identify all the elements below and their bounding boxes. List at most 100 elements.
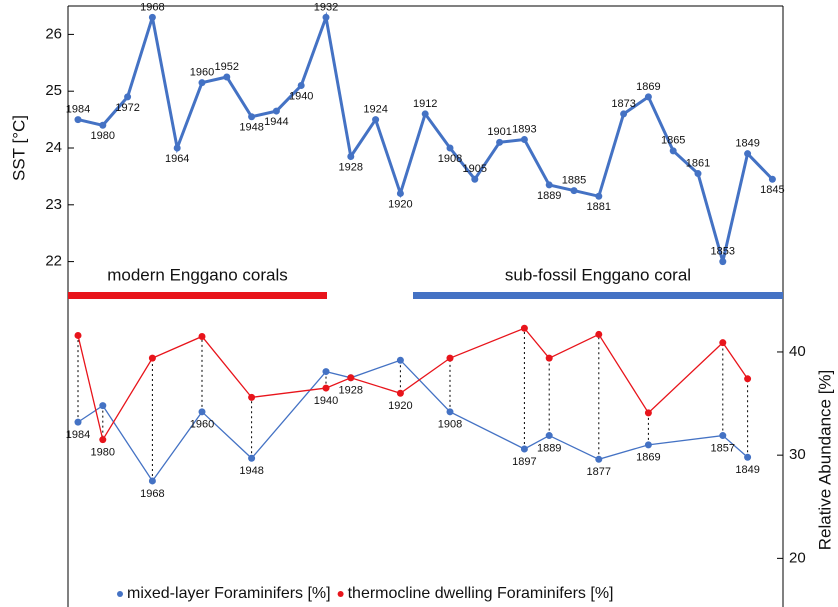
point-label: 1889 (537, 190, 561, 202)
data-point (719, 432, 727, 440)
data-point (74, 418, 82, 426)
point-label: 1964 (165, 153, 189, 165)
point-label: 1940 (314, 395, 338, 407)
data-point (148, 354, 156, 362)
y-tick-label: 26 (45, 25, 62, 42)
point-label: 1920 (388, 400, 412, 412)
data-point (347, 374, 355, 382)
data-point (545, 181, 553, 189)
data-point (644, 441, 652, 449)
point-label: 1877 (587, 466, 611, 478)
point-label: 1908 (438, 419, 462, 431)
period-bar (413, 292, 783, 299)
data-point (719, 339, 727, 347)
data-point (198, 408, 206, 416)
data-point (520, 445, 528, 453)
annotation: modern Enggano corals (107, 265, 288, 284)
data-point (74, 116, 82, 124)
data-point (396, 189, 404, 197)
data-point (198, 332, 206, 340)
data-point (223, 73, 231, 81)
point-label: 1865 (661, 135, 685, 147)
data-point (347, 153, 355, 161)
point-label: 1968 (140, 488, 164, 500)
data-point (372, 116, 380, 124)
y-tick-label: 25 (45, 82, 62, 99)
legend-marker (117, 591, 123, 597)
y2-tick-label: 40 (789, 343, 806, 360)
point-label: 1861 (686, 157, 710, 169)
y-tick-label: 22 (45, 253, 62, 270)
point-label: 1928 (339, 161, 363, 173)
data-point (248, 393, 256, 401)
point-label: 1924 (363, 104, 387, 116)
data-point (446, 354, 454, 362)
point-label: 1980 (91, 447, 115, 459)
data-point (644, 93, 652, 101)
series-line (77, 327, 749, 442)
y-axis-title: SST [°C] (9, 115, 28, 181)
data-point (520, 135, 528, 143)
data-point (768, 175, 776, 183)
y2-axis-title: Relative Abundance [%] (815, 370, 834, 551)
point-label: 1948 (239, 122, 263, 134)
point-label: 1873 (611, 98, 635, 110)
period-bar (68, 292, 327, 299)
data-point (595, 455, 603, 463)
y2-tick-label: 30 (789, 446, 806, 463)
point-label: 1885 (562, 175, 586, 187)
data-point (446, 144, 454, 152)
point-label: 1857 (711, 442, 735, 454)
data-point (74, 331, 82, 339)
data-point (297, 82, 305, 90)
data-point (148, 13, 156, 21)
point-label: 1845 (760, 184, 784, 196)
data-point (99, 121, 107, 129)
data-point (496, 138, 504, 146)
data-point (396, 356, 404, 364)
legend-label: thermocline dwelling Foraminifers [%] (348, 585, 614, 602)
point-label: 1849 (735, 464, 759, 476)
point-label: 1869 (636, 452, 660, 464)
annotation: sub-fossil Enggano coral (505, 265, 691, 284)
y-tick-label: 24 (45, 139, 62, 156)
point-label: 1901 (487, 126, 511, 138)
data-point (744, 375, 752, 383)
y-tick-label: 23 (45, 196, 62, 213)
data-point (520, 324, 528, 332)
point-label: 1940 (289, 90, 313, 102)
data-point (545, 354, 553, 362)
data-point (148, 477, 156, 485)
point-label: 1905 (463, 163, 487, 175)
data-point (446, 408, 454, 416)
data-point (322, 384, 330, 392)
data-point (570, 187, 578, 195)
data-point (595, 330, 603, 338)
data-point (744, 150, 752, 158)
data-point (248, 454, 256, 462)
point-label: 1849 (735, 138, 759, 150)
point-label: 1960 (190, 419, 214, 431)
data-point (545, 432, 553, 440)
point-label: 1960 (190, 67, 214, 79)
data-point (744, 453, 752, 461)
data-point (322, 368, 330, 376)
point-label: 1908 (438, 153, 462, 165)
point-label: 1932 (314, 1, 338, 13)
point-label: 1952 (215, 61, 239, 73)
point-label: 1897 (512, 456, 536, 468)
point-label: 1889 (537, 442, 561, 454)
legend-marker (337, 591, 344, 597)
point-label: 1980 (91, 130, 115, 142)
legend-label: mixed-layer Foraminifers [%] (127, 585, 331, 602)
data-point (669, 147, 677, 155)
data-point (198, 79, 206, 87)
point-label: 1984 (66, 104, 90, 116)
y2-tick-label: 20 (789, 549, 806, 566)
data-point (644, 409, 652, 417)
point-label: 1869 (636, 81, 660, 93)
data-point (272, 107, 280, 115)
data-point (124, 93, 132, 101)
